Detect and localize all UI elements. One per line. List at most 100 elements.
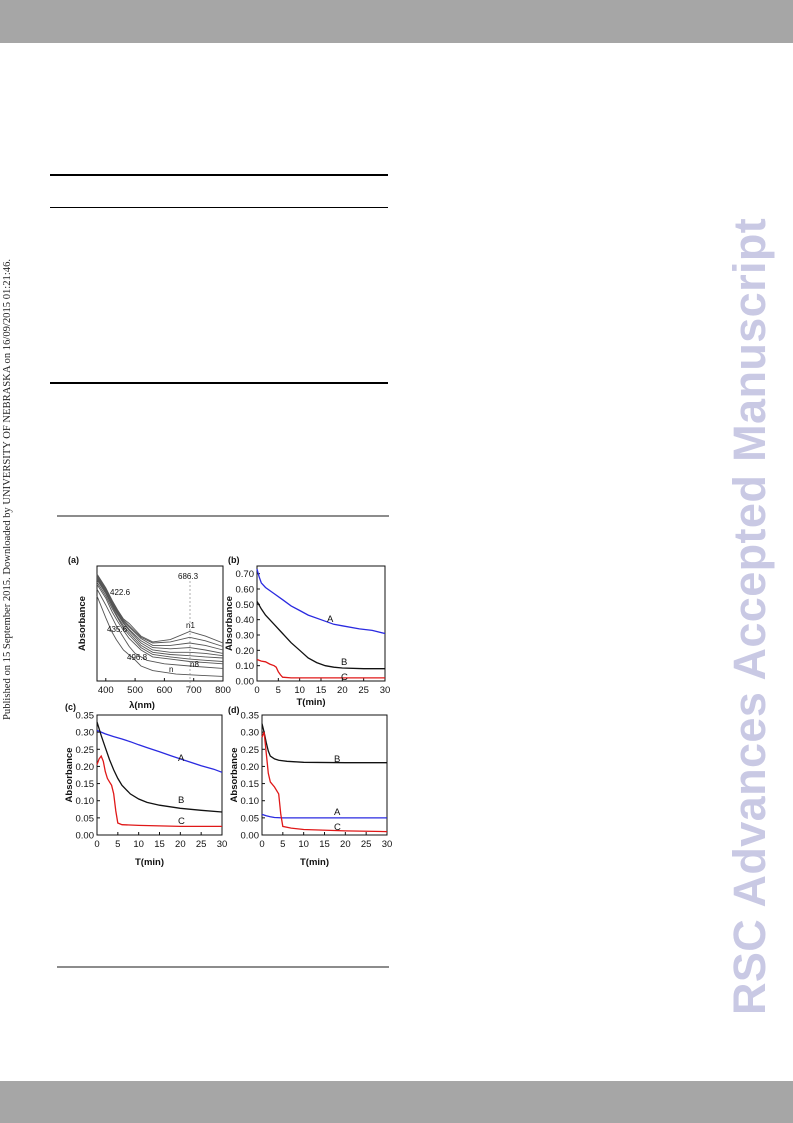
top-banner [0,0,793,43]
y-tick-label: 0.35 [76,711,95,722]
x-tick-label: 25 [361,839,372,850]
x-tick-label: 700 [186,685,202,696]
y-tick-label: 0.40 [236,615,255,626]
series-line-B [256,600,385,670]
y-tick-label: 0.05 [76,813,95,824]
series-line-spectrum-4 [96,577,224,654]
series-label-B: B [341,657,347,668]
spectrum-annotation: n8 [190,660,199,669]
series-label-C: C [341,672,348,683]
x-axis-label: T(min) [135,857,164,868]
y-axis-label: Absorbance [229,748,240,803]
spectrum-annotation: n [169,665,173,674]
y-tick-label: 0.35 [241,711,260,722]
panel-label: (c) [65,702,76,712]
series-line-spectrum-9 [96,588,224,669]
y-tick-label: 0.20 [236,646,255,657]
y-tick-label: 0.70 [236,569,255,580]
y-tick-label: 0.20 [241,762,260,773]
series-line-spectrum-7 [96,581,224,662]
x-tick-label: 0 [254,685,259,696]
y-tick-label: 0.30 [76,728,95,739]
series-line-B [96,721,223,813]
y-tick-label: 0.15 [241,779,260,790]
series-line-spectrum-6 [96,579,224,659]
y-tick-label: 0.30 [236,631,255,642]
x-tick-label: 20 [175,839,186,850]
series-line-C [96,754,222,828]
y-tick-label: 0.05 [241,813,260,824]
y-tick-label: 0.10 [76,796,95,807]
spectrum-annotation: 422.6 [110,588,131,597]
y-tick-label: 0.00 [241,831,260,842]
table-bottom-rule [50,382,388,384]
x-tick-label: 30 [217,839,228,850]
x-tick-label: 10 [133,839,144,850]
figure-top-rule [57,515,389,517]
spectrum-annotation: 435.6 [107,625,128,634]
x-tick-label: 5 [115,839,120,850]
x-axis-label: λ(nm) [129,700,155,711]
series-line-spectrum-2 [96,574,224,647]
x-axis-label: T(min) [300,857,329,868]
series-label-B: B [334,754,340,765]
x-tick-label: 0 [259,839,264,850]
x-tick-label: 30 [382,839,393,850]
x-tick-label: 25 [196,839,207,850]
y-tick-label: 0.00 [76,831,95,842]
y-tick-label: 0.25 [241,745,260,756]
x-tick-label: 20 [340,839,351,850]
series-line-spectrum-8 [96,584,224,665]
series-label-A: A [327,614,334,625]
x-tick-label: 15 [319,839,330,850]
x-axis-label: T(min) [296,697,325,708]
series-line-A [256,568,386,635]
y-axis-label: Absorbance [224,596,235,651]
series-label-C: C [178,816,185,827]
plot-frame-0 [96,565,224,682]
y-tick-label: 0.20 [76,762,95,773]
spectrum-annotation: 496.8 [127,653,148,662]
y-tick-label: 0.00 [236,677,255,688]
series-line-B [261,723,387,764]
series-label-A: A [334,807,341,818]
figure-bottom-rule [57,966,389,968]
series-label-A: A [178,753,185,764]
x-tick-label: 15 [154,839,165,850]
series-line-A [96,729,223,773]
spectrum-annotation: 686.3 [178,572,199,581]
series-line-C [256,658,385,679]
panel-label: (b) [228,555,240,565]
x-tick-label: 5 [280,839,285,850]
x-tick-label: 500 [127,685,143,696]
x-tick-label: 0 [94,839,99,850]
x-tick-label: 5 [276,685,281,696]
y-tick-label: 0.25 [76,745,95,756]
x-tick-label: 20 [337,685,348,696]
series-line-spectrum-3 [96,576,224,651]
spectrum-annotation: n1 [186,621,195,630]
series-line-spectrum-1 [96,573,224,644]
series-label-C: C [334,822,341,833]
table-header-rule [50,207,388,208]
x-tick-label: 25 [358,685,369,696]
series-label-B: B [178,795,184,806]
x-tick-label: 30 [380,685,391,696]
x-tick-label: 10 [298,839,309,850]
x-tick-label: 600 [156,685,172,696]
y-tick-label: 0.30 [241,728,260,739]
series-line-A [261,813,387,819]
series-line-spectrum-5 [96,578,224,657]
y-axis-label: Absorbance [64,748,75,803]
series-line-spectrum-10 [96,595,224,677]
table-top-rule [50,174,388,176]
y-tick-label: 0.60 [236,585,255,596]
y-tick-label: 0.10 [241,796,260,807]
y-tick-label: 0.50 [236,600,255,611]
x-tick-label: 10 [294,685,305,696]
panel-label: (a) [68,555,79,565]
x-tick-label: 400 [98,685,114,696]
x-tick-label: 800 [215,685,231,696]
y-tick-label: 0.10 [236,661,255,672]
